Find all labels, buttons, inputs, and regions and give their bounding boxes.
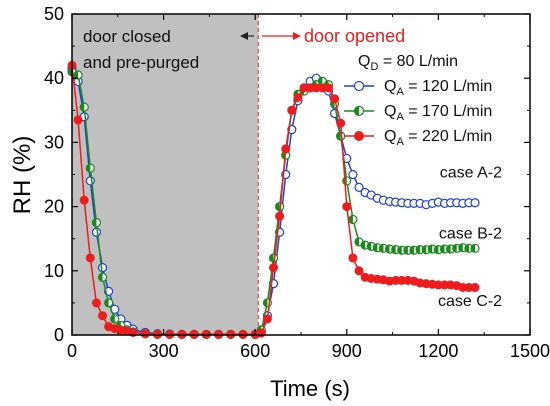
data-point xyxy=(342,202,352,212)
data-point xyxy=(79,195,89,205)
legend-item: QA = 170 L/min xyxy=(344,103,492,123)
legend-item: QA = 120 L/min xyxy=(344,78,492,98)
data-point xyxy=(421,245,431,255)
data-point xyxy=(470,243,480,253)
data-point xyxy=(470,282,480,292)
legend-marker xyxy=(354,131,364,141)
data-point xyxy=(275,211,285,221)
data-point xyxy=(348,253,358,263)
data-point xyxy=(470,198,480,208)
data-point xyxy=(73,115,83,125)
case-label: case C-2 xyxy=(438,293,502,310)
x-tick-label: 1200 xyxy=(418,341,458,361)
y-tick-label: 50 xyxy=(44,4,64,24)
y-tick-label: 20 xyxy=(44,197,64,217)
case-label: case A-2 xyxy=(440,165,502,182)
data-point xyxy=(73,70,83,80)
legend-item: QA = 220 L/min xyxy=(344,128,492,148)
data-point xyxy=(336,118,346,128)
data-point xyxy=(110,314,120,324)
data-point xyxy=(323,83,333,93)
x-tick-label: 300 xyxy=(149,341,179,361)
x-tick-label: 0 xyxy=(67,341,77,361)
data-point xyxy=(104,298,114,308)
case-label: case B-2 xyxy=(439,226,502,243)
data-point xyxy=(98,311,108,321)
data-point xyxy=(354,266,364,276)
x-tick-label: 900 xyxy=(332,341,362,361)
data-point xyxy=(85,176,95,186)
qd-label: QD = 80 L/min xyxy=(358,53,458,73)
data-point xyxy=(268,253,279,263)
data-point xyxy=(140,329,150,339)
opened-label: door opened xyxy=(304,26,405,46)
data-point xyxy=(97,262,108,273)
data-point xyxy=(85,163,95,173)
legend-label: QA = 120 L/min xyxy=(384,78,492,98)
x-axis-label: Time (s) xyxy=(270,376,350,401)
legend-label: QA = 220 L/min xyxy=(384,128,492,148)
data-point xyxy=(354,237,364,247)
series-layer xyxy=(67,60,480,339)
data-point xyxy=(85,253,95,263)
door-arrow xyxy=(240,32,301,40)
data-point xyxy=(348,169,358,180)
data-point xyxy=(330,94,340,104)
data-point xyxy=(91,298,101,308)
y-tick-label: 40 xyxy=(44,68,64,88)
x-tick-label: 600 xyxy=(240,341,270,361)
legend-marker xyxy=(353,105,365,117)
x-tick-label: 1500 xyxy=(510,341,550,361)
closed-label-line2: and pre-purged xyxy=(83,53,199,72)
legend-label: QA = 170 L/min xyxy=(384,103,492,123)
data-point xyxy=(262,314,272,324)
y-tick-label: 30 xyxy=(44,132,64,152)
data-point xyxy=(97,272,108,282)
y-axis-label: RH (%) xyxy=(9,136,36,215)
data-point xyxy=(281,144,291,154)
legend: QA = 120 L/min QA = 170 L/min QA = 220 L/m… xyxy=(344,78,492,148)
y-tick-label: 0 xyxy=(54,325,64,345)
tick-layer: 0 300 600 900 1200 1500 0 10 20 30 40 50 xyxy=(44,4,550,361)
data-point xyxy=(354,182,364,192)
legend-marker xyxy=(353,80,365,92)
y-tick-label: 10 xyxy=(44,261,64,281)
data-point xyxy=(79,102,89,112)
data-point xyxy=(293,92,303,102)
series-3 xyxy=(67,60,480,339)
data-point xyxy=(269,263,279,273)
closed-label-line1: door closed xyxy=(83,27,171,46)
data-point xyxy=(287,105,297,115)
data-point xyxy=(91,218,102,228)
data-point xyxy=(348,214,358,225)
